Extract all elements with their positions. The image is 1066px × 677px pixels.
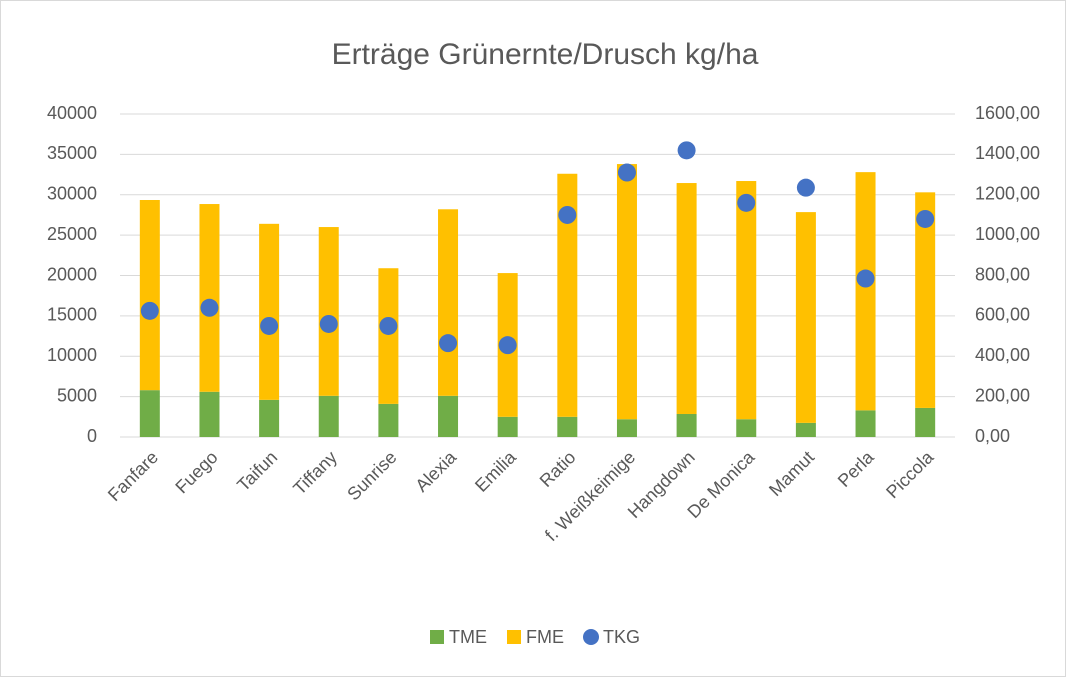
- point: [140, 301, 159, 320]
- point: [260, 316, 279, 335]
- y2-tick-label: 1400,00: [975, 143, 1040, 163]
- bar: [199, 391, 220, 437]
- legend-marker: [583, 629, 599, 645]
- point: [200, 298, 219, 317]
- y2-tick-label: 200,00: [975, 385, 1030, 405]
- bar: [318, 227, 339, 396]
- y2-tick-label: 0,00: [975, 426, 1010, 446]
- bar: [259, 223, 280, 400]
- y2-tick-label: 1000,00: [975, 224, 1040, 244]
- bar: [915, 192, 936, 408]
- chart-title: Erträge Grünernte/Drusch kg/ha: [332, 38, 759, 71]
- y2-tick-label: 400,00: [975, 345, 1030, 365]
- bar: [736, 419, 757, 437]
- y-tick-label: 35000: [47, 143, 97, 163]
- legend-label: FME: [526, 627, 564, 647]
- bar: [855, 172, 876, 411]
- point: [498, 336, 517, 355]
- y-tick-label: 10000: [47, 345, 97, 365]
- point: [617, 163, 636, 182]
- y-tick-label: 15000: [47, 305, 97, 325]
- bar: [557, 416, 578, 437]
- bar: [616, 419, 637, 437]
- y-tick-label: 25000: [47, 224, 97, 244]
- y-tick-label: 0: [87, 426, 97, 446]
- bar: [855, 410, 876, 437]
- y2-tick-label: 800,00: [975, 264, 1030, 284]
- point: [796, 178, 815, 197]
- bar: [139, 390, 160, 437]
- point: [379, 316, 398, 335]
- bar: [915, 407, 936, 437]
- bar: [795, 422, 816, 437]
- bar: [557, 173, 578, 417]
- bar: [497, 416, 518, 437]
- legend-marker: [430, 630, 444, 644]
- bar: [139, 199, 160, 391]
- bar: [438, 209, 459, 396]
- y-tick-label: 40000: [47, 103, 97, 123]
- point: [558, 205, 577, 224]
- point: [319, 314, 338, 333]
- y-tick-label: 20000: [47, 264, 97, 284]
- legend-label: TKG: [603, 627, 640, 647]
- legend-label: TME: [449, 627, 487, 647]
- bar: [795, 212, 816, 423]
- legend-marker: [507, 630, 521, 644]
- point: [677, 141, 696, 160]
- y2-tick-label: 1200,00: [975, 184, 1040, 204]
- point: [916, 209, 935, 228]
- bar: [438, 395, 459, 437]
- bar: [378, 403, 399, 437]
- bar: [378, 268, 399, 404]
- bar: [676, 413, 697, 437]
- bar: [259, 399, 280, 437]
- y-tick-label: 5000: [57, 385, 97, 405]
- bar: [318, 395, 339, 437]
- bar: [736, 181, 757, 420]
- point: [737, 193, 756, 212]
- point: [439, 334, 458, 353]
- point: [856, 269, 875, 288]
- bar: [616, 164, 637, 420]
- bar: [199, 204, 220, 392]
- y2-tick-label: 1600,00: [975, 103, 1040, 123]
- y2-tick-label: 600,00: [975, 305, 1030, 325]
- y-tick-label: 30000: [47, 184, 97, 204]
- bar: [676, 183, 697, 414]
